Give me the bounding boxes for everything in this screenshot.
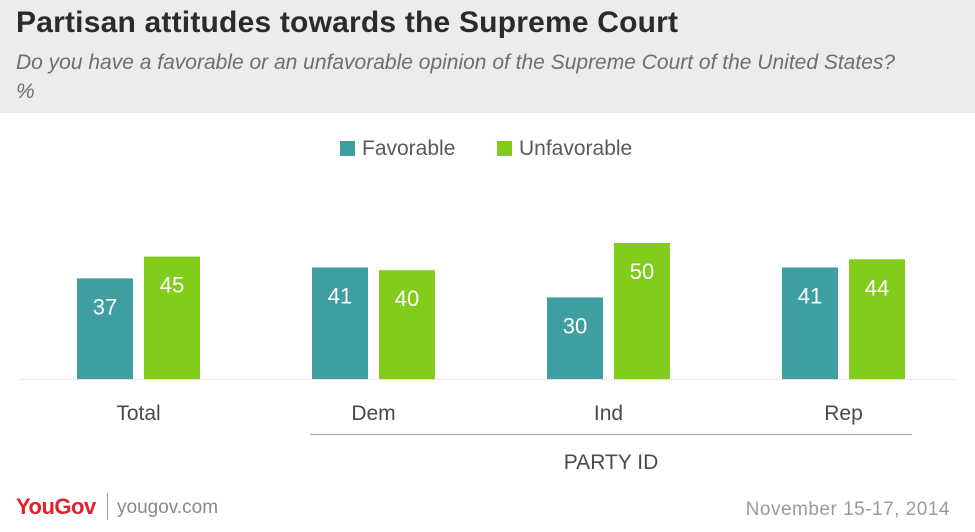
bar-dem-unfavorable (379, 270, 435, 379)
bar-ind-unfavorable (614, 243, 670, 379)
data-label-total-favorable: 37 (93, 294, 117, 319)
footer-divider (107, 493, 108, 520)
bar-rep-favorable (782, 267, 838, 379)
bar-dem-favorable (312, 267, 368, 379)
bar-total-favorable (77, 278, 133, 379)
survey-date: November 15-17, 2014 (745, 499, 950, 520)
footer-site[interactable]: yougov.com (117, 497, 219, 518)
bar-ind-favorable (547, 297, 603, 379)
category-label-ind: Ind (594, 402, 623, 425)
chart-subtitle: Do you have a favorable or an unfavorabl… (16, 51, 896, 103)
category-label-total: Total (116, 402, 160, 425)
legend-label-1: Unfavorable (519, 137, 632, 160)
group-label: PARTY ID (564, 451, 659, 474)
data-label-total-unfavorable: 45 (160, 273, 184, 298)
legend-swatch-0 (340, 141, 355, 156)
data-label-dem-favorable: 41 (328, 283, 352, 308)
chart-title: Partisan attitudes towards the Supreme C… (16, 6, 679, 39)
legend-label-0: Favorable (362, 137, 455, 160)
bar-total-unfavorable (144, 256, 200, 379)
data-label-ind-favorable: 30 (563, 313, 587, 338)
chart-header: Partisan attitudes towards the Supreme C… (0, 0, 975, 113)
data-label-dem-unfavorable: 40 (395, 286, 419, 311)
yougov-logo: YouGov (16, 494, 96, 519)
data-label-ind-unfavorable: 50 (630, 259, 654, 284)
bar-rep-unfavorable (849, 259, 905, 379)
bar-chart: Favorable Unfavorable 37 45 Total 41 40 Dem 30 50… (20, 137, 955, 474)
category-label-rep: Rep (824, 402, 863, 425)
category-label-dem: Dem (351, 402, 395, 425)
data-label-rep-favorable: 41 (798, 283, 822, 308)
legend-swatch-1 (497, 141, 512, 156)
data-label-rep-unfavorable: 44 (865, 275, 889, 300)
